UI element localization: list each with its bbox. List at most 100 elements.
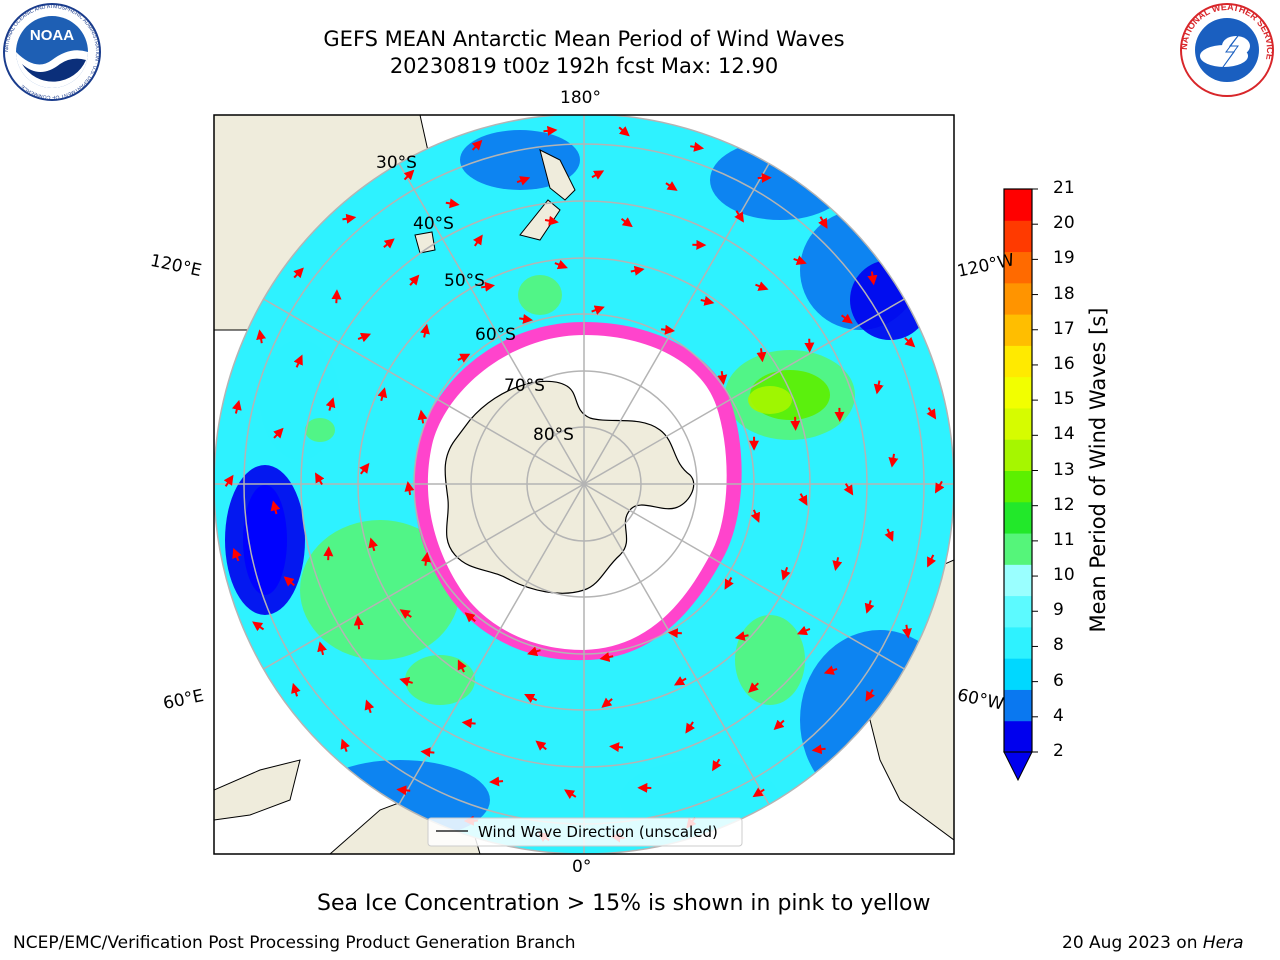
wind-arrow-38: [620, 217, 633, 228]
colorbar-segment-3: [1004, 626, 1032, 659]
wind-arrow-61: [793, 255, 807, 265]
wind-arrow-102: [252, 621, 265, 632]
wind-arrow-34: [357, 332, 372, 343]
wind-arrow-78: [273, 427, 284, 439]
wind-arrow-85: [818, 216, 828, 229]
wind-arrow-88: [926, 407, 937, 420]
wind-arrow-21: [630, 265, 645, 276]
wind-arrow-58: [591, 170, 605, 180]
wind-arrow-18: [420, 323, 430, 338]
wind-arrow-10: [750, 509, 760, 523]
wind-arrow-60: [734, 210, 744, 223]
colorbar-tick-label: 10: [1053, 565, 1075, 586]
field-region-14: [748, 386, 792, 414]
colorbar-segment-12: [1004, 345, 1032, 378]
wind-arrow-16: [359, 462, 370, 475]
wind-arrow-14: [527, 646, 541, 657]
wind-arrow-15: [368, 537, 379, 552]
wind-arrow-55: [383, 238, 395, 249]
wind-arrow-32: [399, 609, 412, 619]
wind-arrow-106: [256, 329, 267, 344]
colorbar-tick-label: 6: [1053, 670, 1064, 691]
footer-left: NCEP/EMC/Verification Post Processing Pr…: [13, 933, 576, 953]
noaa-logo-icon: NOAA NATIONAL OCEANIC AND ATMOSPHERIC AD…: [3, 3, 101, 101]
tasmania: [414, 231, 436, 254]
wind-arrow-83: [690, 141, 705, 152]
wind-arrow-79: [293, 354, 303, 368]
noaa-logo-text: NOAA: [30, 27, 74, 44]
wind-arrow-52: [353, 615, 364, 630]
colorbar-label: Mean Period of Wind Waves [s]: [1086, 307, 1110, 633]
wind-arrow-25: [798, 493, 808, 506]
wind-arrow-7: [661, 324, 676, 335]
colorbar-tick-label: 8: [1053, 635, 1064, 656]
lat-label-70: 70°S: [504, 376, 545, 396]
wind-arrow-4: [457, 353, 471, 363]
map-legend: Wind Wave Direction (unscaled): [427, 817, 743, 847]
wind-arrow-105: [231, 399, 242, 414]
colorbar-tick-label: 16: [1053, 353, 1075, 374]
wind-arrow-67: [823, 665, 838, 675]
wind-arrow-63: [873, 380, 884, 395]
colorbar-tick-label: 11: [1053, 529, 1075, 550]
colorbar-segment-17: [1004, 189, 1032, 221]
wind-arrow-35: [408, 274, 420, 286]
colorbar-segment-1: [1004, 689, 1032, 722]
lat-label-30: 30°S: [376, 153, 417, 173]
wind-arrow-47: [685, 721, 696, 734]
colorbar-segment-5: [1004, 564, 1032, 597]
wind-arrow-93: [811, 744, 826, 755]
colorbar: [1003, 188, 1038, 782]
wind-arrow-29: [601, 697, 613, 708]
map-frame: [213, 114, 955, 855]
colorbar-tick-label: 12: [1053, 494, 1075, 515]
wind-arrow-28: [673, 676, 687, 686]
wind-arrow-51: [399, 676, 413, 687]
wind-arrow-94: [752, 787, 765, 798]
wind-arrow-65: [884, 528, 894, 542]
colorbar-segment-2: [1004, 658, 1032, 690]
wind-arrow-50: [461, 718, 476, 729]
wind-arrow-101: [291, 682, 301, 697]
footer-host: Hera: [1202, 933, 1244, 953]
chart-title: GEFS MEAN Antarctic Mean Period of Wind …: [323, 27, 845, 51]
wind-arrow-48: [609, 742, 624, 753]
wind-arrow-6: [591, 305, 605, 315]
wind-arrow-19: [481, 281, 495, 292]
wind-arrow-1: [421, 551, 431, 566]
legend-label: Wind Wave Direction (unscaled): [478, 823, 718, 841]
lon-label-0: 0°: [572, 857, 592, 877]
colorbar-tick-label: 18: [1053, 283, 1075, 304]
field-region-15: [735, 615, 805, 705]
wind-arrow-81: [543, 125, 558, 136]
wind-arrow-57: [516, 176, 531, 186]
colorbar-tick-label: 13: [1053, 459, 1075, 480]
wind-arrow-24: [790, 416, 801, 431]
colorbar-segment-10: [1004, 407, 1032, 440]
wind-arrow-12: [667, 628, 682, 639]
wind-arrow-53: [323, 546, 334, 561]
colorbar-segment-8: [1004, 470, 1032, 503]
colorbar-tick-label: 4: [1053, 705, 1064, 726]
colorbar-extend-arrow: [1003, 751, 1033, 782]
wind-arrow-86: [867, 271, 878, 286]
lat-label-60: 60°S: [475, 325, 516, 345]
wind-arrow-46: [748, 682, 759, 693]
field-region-16: [518, 275, 562, 315]
continents-inside: [414, 149, 576, 254]
wind-arrow-82: [618, 126, 630, 137]
colorbar-segment-15: [1004, 251, 1032, 284]
colorbar-segment-11: [1004, 376, 1032, 409]
colorbar-segment-13: [1004, 314, 1032, 346]
colorbar-tick-label: 14: [1053, 424, 1075, 445]
wind-arrow-99: [396, 785, 411, 796]
wind-arrow-76: [283, 576, 295, 587]
colorbar-segment-6: [1004, 533, 1032, 565]
colorbar-segment-7: [1004, 501, 1032, 534]
wind-arrow-109: [403, 169, 415, 181]
colorbar-tick-label: 15: [1053, 389, 1075, 410]
wind-arrow-23: [756, 348, 767, 363]
wind-arrow-43: [843, 483, 854, 496]
wind-arrow-91: [901, 624, 912, 639]
colorbar-tick-label: 19: [1053, 248, 1075, 269]
